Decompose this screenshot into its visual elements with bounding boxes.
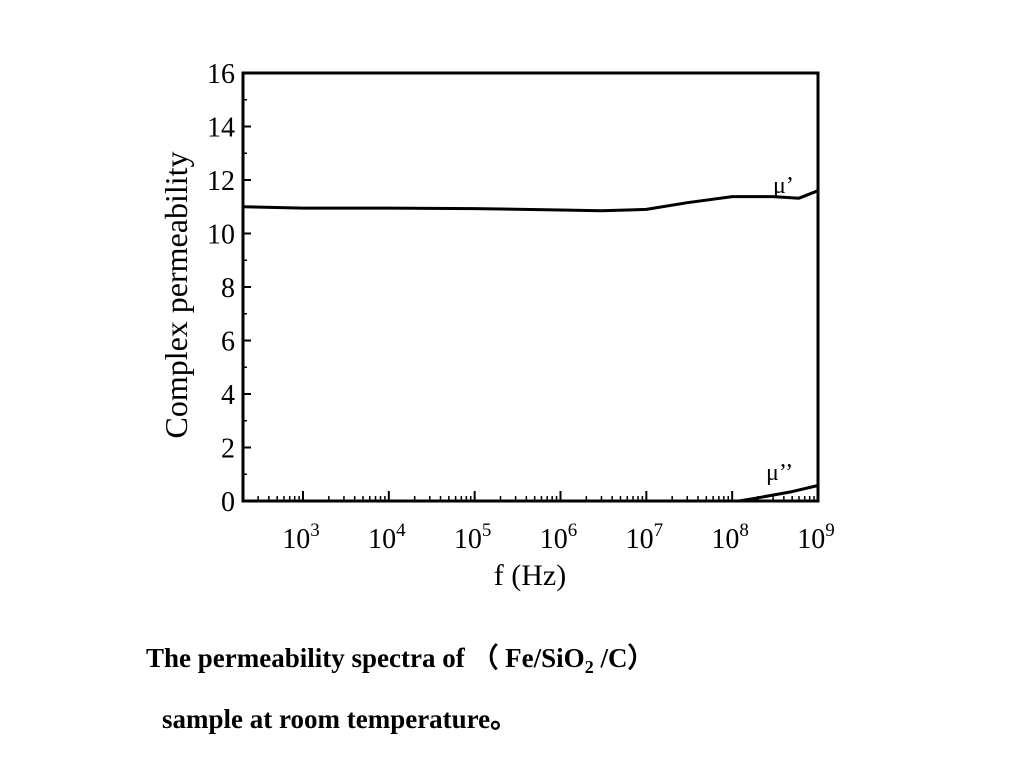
mu-prime-label: μ’	[773, 173, 794, 199]
y-tick-label: 2	[221, 434, 235, 465]
x-tick-label: 106	[540, 520, 578, 555]
mu-double-prime-line	[738, 484, 819, 503]
mu-prime-line	[242, 189, 819, 213]
y-tick-label: 10	[207, 220, 235, 251]
figure-caption-line-2: sample at room temperature。	[162, 704, 518, 734]
x-tick-label: 109	[797, 520, 835, 555]
x-tick-label: 105	[454, 520, 492, 555]
x-tick-label: 108	[711, 520, 749, 555]
y-tick-label: 4	[221, 380, 235, 411]
x-axis-label: f (Hz)	[494, 559, 566, 592]
y-tick-label: 16	[207, 59, 235, 90]
y-tick-label: 12	[207, 166, 235, 197]
plot-frame	[241, 71, 820, 503]
y-axis-label: Complex permeability	[158, 151, 194, 438]
x-tick-label: 104	[368, 520, 406, 555]
y-tick-label: 6	[221, 327, 235, 358]
x-tick-label: 107	[626, 520, 664, 555]
figure-caption-line-1: The permeability spectra of （ Fe/SiO2 /C…	[146, 643, 655, 677]
mu-double-prime-label: μ’’	[766, 460, 793, 486]
y-tick-label: 8	[221, 273, 235, 304]
x-tick-label: 103	[282, 520, 320, 555]
y-tick-label: 0	[221, 487, 235, 518]
y-tick-label: 14	[207, 113, 235, 144]
